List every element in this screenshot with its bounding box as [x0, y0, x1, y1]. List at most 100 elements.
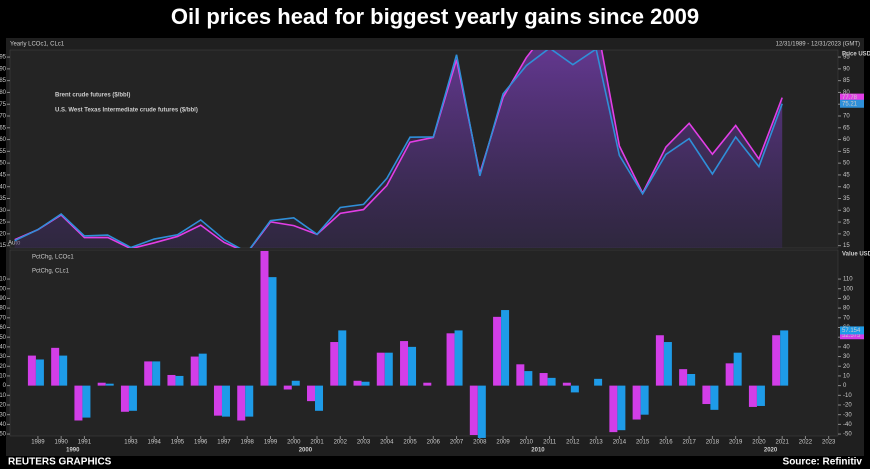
y-tick-label: 80: [843, 306, 850, 312]
bar: [307, 385, 316, 402]
y-tick-label-left: 30: [0, 354, 7, 360]
x-tick-label: 2005: [403, 440, 417, 446]
bar: [477, 385, 486, 438]
line: [14, 50, 783, 248]
bar: [408, 346, 417, 386]
y-tick-label-left: 20: [0, 364, 7, 370]
x-tick-label: 2021: [776, 440, 790, 446]
y-tick-label: 30: [843, 354, 850, 360]
y-tick-label-left: 65: [0, 125, 7, 131]
legend-entry: Brent crude futures ($/bbl): [55, 93, 130, 99]
y-tick-label: 55: [843, 149, 850, 155]
bar: [97, 382, 106, 386]
x-tick-label: 2014: [613, 440, 627, 446]
bar: [748, 385, 757, 407]
y-tick-label-left: 60: [0, 325, 7, 331]
lines: [14, 50, 783, 248]
x-tick-label: 1990: [54, 440, 68, 446]
x-tick-label: 2022: [799, 440, 813, 446]
axis-title: Price USD Bbl: [842, 52, 870, 58]
x-tick-label: 1991: [78, 440, 92, 446]
x-tick-label: 2019: [729, 440, 743, 446]
bar: [547, 377, 556, 386]
x-tick-label: 2007: [450, 440, 464, 446]
y-tick-label: 70: [843, 114, 850, 120]
legend-entry: PctChg, LCOc1: [32, 255, 74, 261]
y-tick-label: -40: [843, 422, 852, 428]
y-tick-label-left: 60: [0, 137, 7, 143]
y-tick-label-left: 80: [0, 90, 7, 96]
x-tick-label: 2018: [706, 440, 720, 446]
bar: [516, 364, 525, 386]
y-tick-label-left: -50: [0, 432, 7, 438]
bar: [493, 316, 502, 386]
y-tick-label-left: 70: [0, 315, 7, 321]
y-tick-label: 20: [843, 231, 850, 237]
decade-label: 2020: [764, 448, 778, 454]
y-tick-label-left: 70: [0, 114, 7, 120]
bar: [82, 385, 91, 418]
auto-label: Auto: [8, 241, 21, 247]
y-tick-label: -30: [843, 412, 852, 418]
bar: [330, 342, 339, 386]
x-tick-label: 1994: [148, 440, 162, 446]
y-tick-label-left: 40: [0, 184, 7, 190]
y-tick-label: -50: [843, 432, 852, 438]
bar: [51, 347, 60, 386]
y-tick-label-left: 85: [0, 78, 7, 84]
x-tick-label: 1993: [124, 440, 138, 446]
bar: [260, 250, 269, 386]
decade-label: 2000: [299, 448, 313, 454]
y-tick-label-left: 0: [3, 383, 7, 389]
bar: [400, 341, 409, 386]
y-tick-label: 100: [843, 286, 854, 292]
y-tick-label: 90: [843, 296, 850, 302]
bar: [59, 355, 68, 386]
y-tick-label-left: -20: [0, 403, 7, 409]
bar: [120, 385, 129, 412]
bar: [268, 277, 277, 386]
bar: [152, 361, 161, 386]
x-tick-label: 2015: [636, 440, 650, 446]
x-tick-label: 2004: [380, 440, 394, 446]
y-tick-label-left: 40: [0, 344, 7, 350]
bar: [733, 352, 742, 386]
y-tick-label-left: -30: [0, 412, 7, 418]
x-tick-label: 2006: [427, 440, 441, 446]
x-tick-label: 2011: [543, 440, 557, 446]
y-tick-label: 10: [843, 374, 850, 380]
bar: [594, 378, 603, 386]
bar: [245, 385, 254, 417]
x-tick-label: 2012: [566, 440, 580, 446]
y-tick-label: 25: [843, 220, 850, 226]
x-tick-label: 2017: [682, 440, 696, 446]
y-tick-label-left: 50: [0, 161, 7, 167]
last-value-label: 75.21: [842, 101, 858, 107]
y-tick-label-left: 50: [0, 335, 7, 341]
bar: [167, 374, 176, 386]
bar: [501, 310, 510, 386]
y-tick-label: 110: [843, 277, 853, 283]
y-tick-label: 35: [843, 196, 850, 202]
bar: [128, 385, 137, 411]
y-tick-label: 70: [843, 315, 850, 321]
bar: [384, 352, 393, 386]
bar: [539, 373, 548, 386]
bar: [315, 385, 324, 411]
decade-label: 2010: [531, 448, 545, 454]
x-tick-label: 2003: [357, 440, 371, 446]
bar: [376, 352, 385, 386]
bar: [221, 385, 230, 417]
y-tick-label-left: 30: [0, 208, 7, 214]
bar: [617, 385, 626, 431]
x-tick-label: 1995: [171, 440, 185, 446]
last-value-label: 57.154: [842, 328, 861, 334]
bar: [338, 330, 347, 386]
bar: [632, 385, 641, 420]
bar: [663, 342, 672, 386]
bar: [562, 382, 571, 386]
y-tick-label-left: 55: [0, 149, 7, 155]
bar: [655, 335, 664, 386]
bar: [780, 330, 789, 386]
y-tick-label-left: 20: [0, 231, 7, 237]
